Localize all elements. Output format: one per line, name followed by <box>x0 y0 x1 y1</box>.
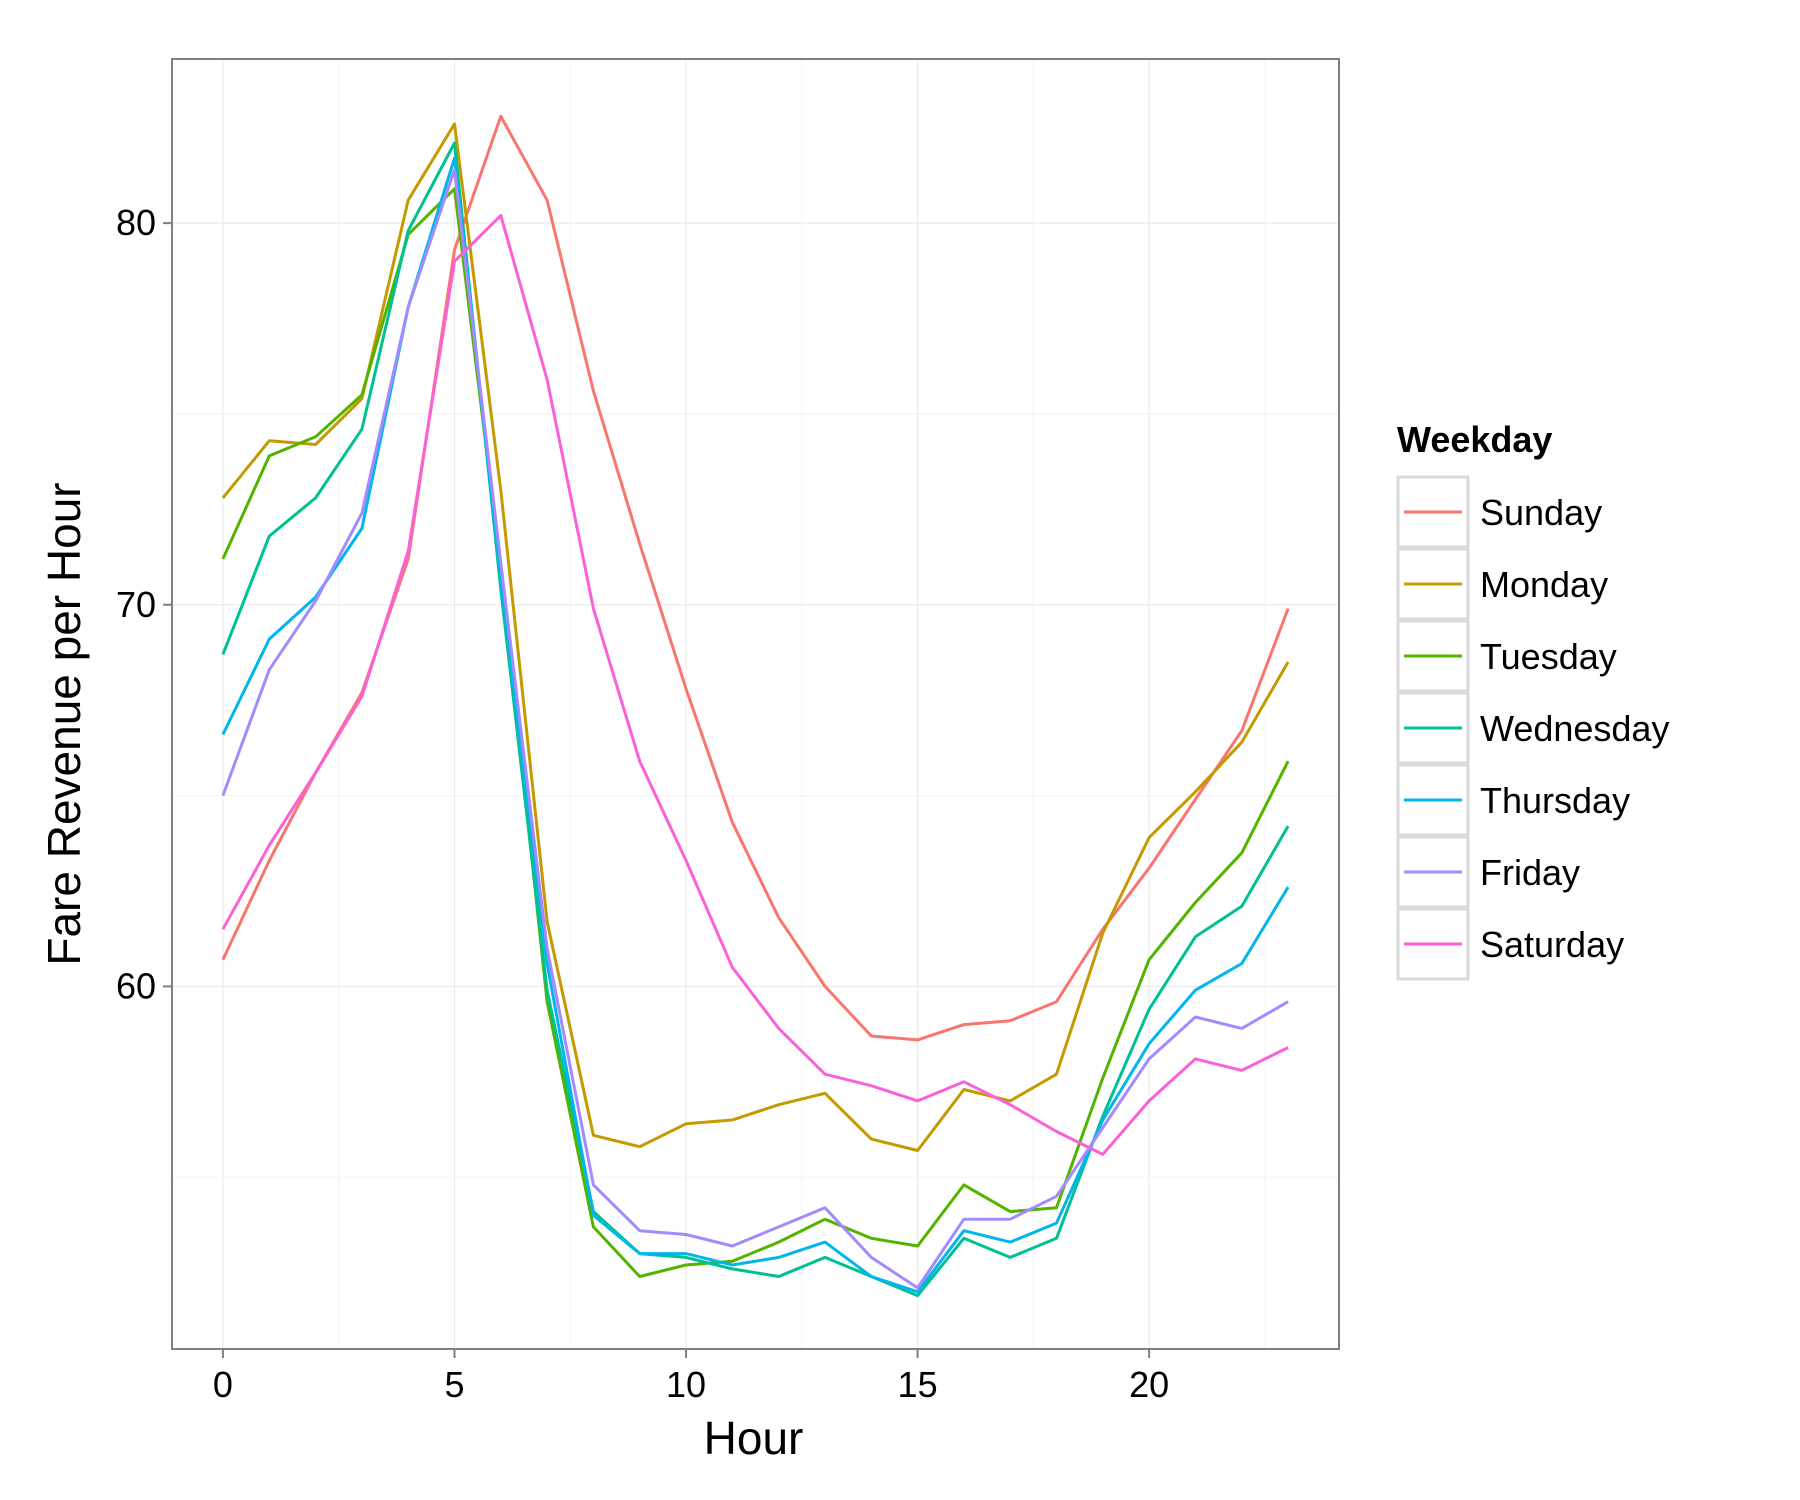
legend-item-wednesday: Wednesday <box>1396 691 1669 765</box>
legend-label: Tuesday <box>1480 636 1617 677</box>
series-line-wednesday <box>221 141 1290 1298</box>
legend-label: Sunday <box>1480 492 1602 533</box>
plot-panel <box>172 59 1339 1349</box>
legend-label: Saturday <box>1480 924 1624 965</box>
legend-label: Monday <box>1480 564 1608 605</box>
legend-label: Friday <box>1480 852 1580 893</box>
legend-item-sunday: Sunday <box>1396 475 1602 549</box>
plot-border <box>171 58 1340 1350</box>
x-tick-label: 0 <box>213 1364 233 1405</box>
x-tick-label: 10 <box>666 1364 706 1405</box>
legend-item-monday: Monday <box>1396 547 1608 621</box>
legend-label: Thursday <box>1480 780 1630 821</box>
y-tick-label: 60 <box>116 965 156 1006</box>
legend-title: Weekday <box>1397 419 1552 460</box>
legend-item-thursday: Thursday <box>1396 763 1630 837</box>
x-tick-label: 15 <box>898 1364 938 1405</box>
legend-label: Wednesday <box>1480 708 1669 749</box>
y-axis-title: Fare Revenue per Hour <box>38 482 90 965</box>
series-line-saturday <box>221 214 1289 1156</box>
legend-item-saturday: Saturday <box>1396 907 1624 981</box>
legend-item-friday: Friday <box>1396 835 1580 909</box>
x-tick-label: 20 <box>1129 1364 1169 1405</box>
x-axis-title: Hour <box>704 1412 804 1464</box>
x-tick-label: 5 <box>444 1364 464 1405</box>
legend-item-tuesday: Tuesday <box>1396 619 1617 693</box>
y-tick-label: 80 <box>116 202 156 243</box>
y-tick-label: 70 <box>116 584 156 625</box>
series-line-friday <box>221 168 1289 1290</box>
series-line-monday <box>221 122 1290 1152</box>
